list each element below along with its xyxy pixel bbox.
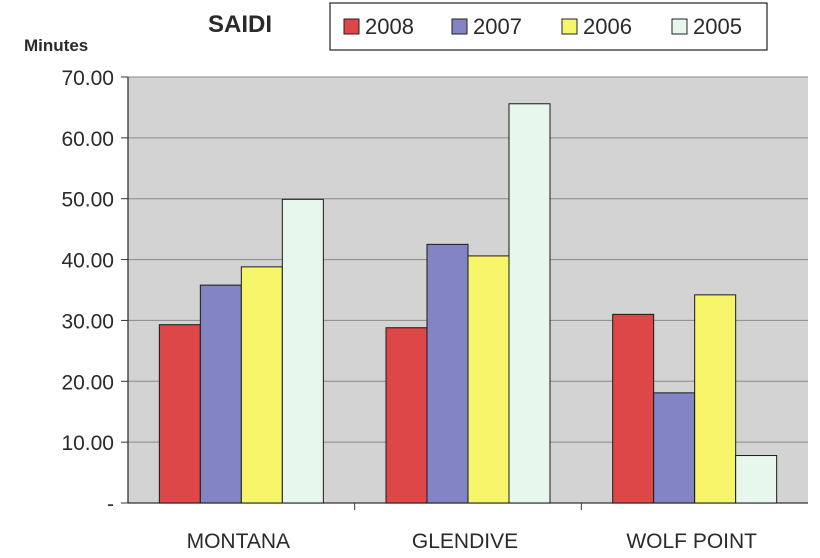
legend-label-2008: 2008: [365, 14, 414, 39]
bar-2006-montana: [240, 266, 283, 504]
legend-label-2006: 2006: [583, 14, 632, 39]
bar-2007-wolf-point: [653, 392, 696, 504]
bar-2007-glendive: [426, 243, 469, 504]
legend-box: [329, 2, 768, 51]
y-tick-label: 10.00: [61, 432, 114, 455]
y-tick-label: 20.00: [61, 371, 114, 394]
bar-2005-glendive: [508, 103, 551, 504]
y-tick-label: -: [107, 493, 114, 516]
bar-2008-wolf-point: [612, 313, 655, 504]
legend-swatch-2005: [671, 18, 688, 35]
legend-swatch-2006: [561, 18, 578, 35]
y-tick-label: 30.00: [61, 310, 114, 333]
legend-swatch-2007: [451, 18, 468, 35]
legend-label-2007: 2007: [473, 14, 522, 39]
legend-swatch-2008: [343, 18, 360, 35]
x-tick-label: WOLF POINT: [626, 530, 757, 553]
bar-2008-glendive: [385, 327, 428, 504]
y-tick-label: 50.00: [61, 189, 114, 212]
legend-label-2005: 2005: [693, 14, 742, 39]
legend: 2008 2007 2006 2005: [329, 2, 768, 51]
bar-2006-glendive: [467, 255, 510, 504]
y-tick-label: 70.00: [61, 67, 114, 90]
y-axis-label: Minutes: [24, 36, 88, 55]
bar-2005-wolf-point: [735, 455, 778, 504]
bar-2008-montana: [158, 324, 201, 504]
bar-2006-wolf-point: [694, 294, 737, 504]
x-tick-label: GLENDIVE: [412, 530, 518, 553]
bar-2007-montana: [199, 284, 242, 504]
plot-area: - 10.00 20.00 30.00 40.00 50.00 60.00 70.00 MONT…: [61, 67, 808, 553]
y-tick-label: 60.00: [61, 128, 114, 151]
bar-2005-montana: [281, 198, 324, 504]
y-tick-label: 40.00: [61, 250, 114, 273]
x-tick-label: MONTANA: [187, 530, 290, 553]
chart-title: SAIDI: [208, 11, 272, 38]
